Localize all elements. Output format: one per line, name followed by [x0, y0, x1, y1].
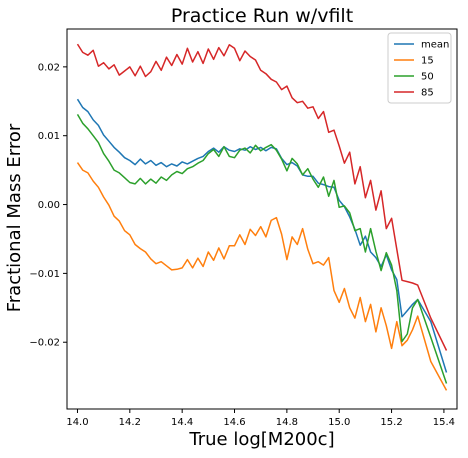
legend-label: 50 — [421, 72, 434, 83]
x-tick-label: 14.0 — [66, 417, 88, 428]
plot-frame — [66, 28, 458, 410]
legend-label: 15 — [421, 56, 434, 67]
y-tick-label: 0.00 — [38, 200, 60, 211]
x-tick-label: 14.4 — [171, 417, 193, 428]
y-axis-label: Fractional Mass Error — [4, 123, 25, 312]
legend-label: 85 — [421, 88, 434, 99]
x-tick-label: 15.4 — [433, 417, 455, 428]
x-tick-label: 14.8 — [276, 417, 298, 428]
series-line-1 — [76, 162, 448, 391]
chart-title: Practice Run w/vfilt — [171, 5, 353, 27]
x-tick-label: 15.0 — [328, 417, 350, 428]
series-line-2 — [76, 114, 448, 384]
series-line-3 — [76, 43, 448, 351]
y-tick-label: −0.01 — [29, 269, 60, 280]
x-tick-label: 15.2 — [380, 417, 402, 428]
legend-label: mean — [421, 40, 449, 51]
x-tick-label: 14.2 — [119, 417, 141, 428]
x-tick-label: 14.6 — [223, 417, 245, 428]
y-tick-label: 0.01 — [38, 131, 60, 142]
legend: mean 15 50 85 — [387, 32, 452, 104]
y-tick-label: −0.02 — [29, 338, 60, 349]
y-tick-label: 0.02 — [38, 62, 60, 73]
legend-box — [387, 32, 452, 104]
series-layer — [76, 43, 448, 391]
ticks-layer: 14.0 14.2 14.4 14.6 14.8 15.0 15.2 15.4 −0.02 −0.… — [29, 62, 455, 428]
x-axis-label: True log[M200c] — [188, 429, 334, 450]
